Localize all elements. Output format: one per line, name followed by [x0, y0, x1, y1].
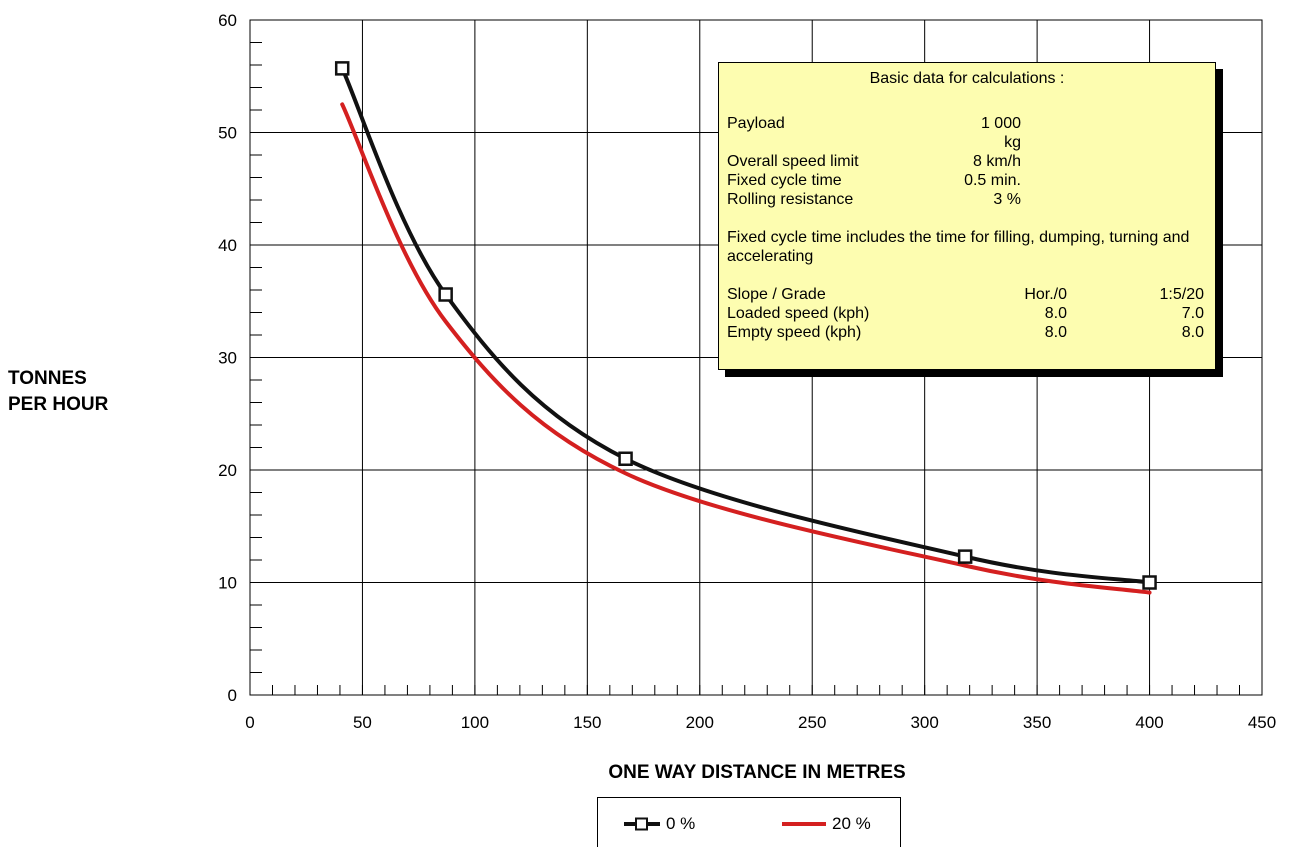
speed-table-row: Loaded speed (kph) 8.0 7.0	[727, 304, 1207, 323]
param-value: 3 %	[993, 191, 1021, 208]
minor-ticks	[249, 19, 1263, 696]
speed-table-value-a: 8.0	[1044, 305, 1067, 322]
tick-labels: 0 50 100 150 200 250 300 350 400 450 0 10 20 30 40 50 60	[218, 11, 1276, 732]
data-point-marker	[957, 549, 973, 564]
x-tick-label: 350	[1023, 713, 1051, 732]
legend-item-0pct: 0 %	[624, 814, 695, 834]
speed-table-value-a: 8.0	[1044, 324, 1067, 341]
speed-table-value-b: 1:5/20	[1159, 286, 1204, 303]
y-axis-title: TONNES PER HOUR	[8, 366, 168, 418]
param-value: 1 000 kg	[980, 115, 1021, 151]
y-tick-label: 10	[218, 574, 237, 593]
speed-table-value-b: 8.0	[1181, 324, 1204, 341]
param-row: Payload 1 000 kg	[727, 114, 1207, 152]
x-tick-label: 400	[1135, 713, 1163, 732]
speed-table-value-b: 7.0	[1181, 305, 1204, 322]
data-point-marker	[618, 451, 633, 466]
speed-table-label: Empty speed (kph)	[727, 324, 862, 341]
y-axis-title-line: PER HOUR	[8, 394, 109, 415]
series-layer	[334, 61, 1157, 595]
speed-table-value-a: Hor./0	[1024, 286, 1067, 303]
legend-swatch-line-square-icon	[624, 817, 660, 831]
y-tick-label: 20	[218, 461, 237, 480]
info-heading: Basic data for calculations :	[869, 70, 1065, 87]
calculation-info-box: Basic data for calculations : Payload 1 …	[718, 62, 1216, 370]
x-tick-label: 250	[798, 713, 826, 732]
speed-table-label: Slope / Grade	[727, 286, 826, 303]
x-tick-label: 100	[461, 713, 489, 732]
param-label: Rolling resistance	[727, 191, 854, 208]
x-tick-label: 150	[573, 713, 601, 732]
speed-table-label: Loaded speed (kph)	[727, 305, 870, 322]
param-row: Overall speed limit 8 km/h	[727, 152, 1207, 171]
param-value: 8 km/h	[972, 153, 1021, 170]
y-tick-label: 40	[218, 236, 237, 255]
x-tick-label: 200	[686, 713, 714, 732]
x-axis-title: ONE WAY DISTANCE IN METRES	[608, 762, 905, 783]
data-point-marker	[334, 61, 350, 76]
x-tick-label: 0	[245, 713, 254, 732]
y-tick-label: 0	[228, 686, 237, 705]
param-label: Payload	[727, 115, 785, 132]
y-tick-label: 30	[218, 349, 237, 368]
param-row: Rolling resistance 3 %	[727, 190, 1207, 209]
y-tick-label: 50	[218, 124, 237, 143]
param-value: 0.5 min.	[964, 172, 1021, 189]
speed-table-row: Slope / Grade Hor./0 1:5/20	[727, 285, 1207, 304]
y-tick-label: 60	[218, 11, 237, 30]
x-tick-label: 450	[1248, 713, 1276, 732]
data-point-marker	[1142, 575, 1157, 590]
speed-table-row: Empty speed (kph) 8.0 8.0	[727, 323, 1207, 342]
param-row: Fixed cycle time 0.5 min.	[727, 171, 1207, 190]
param-label: Overall speed limit	[727, 153, 859, 170]
y-axis-title-line: TONNES	[8, 368, 87, 389]
legend-swatch-line-icon	[782, 822, 826, 826]
series-line	[340, 102, 1152, 595]
legend-label: 20 %	[832, 814, 871, 833]
legend-label: 0 %	[666, 814, 696, 833]
legend-item-20pct: 20 %	[782, 814, 871, 834]
info-note: Fixed cycle time includes the time for f…	[727, 229, 1190, 265]
x-tick-label: 300	[910, 713, 938, 732]
x-tick-label: 50	[353, 713, 372, 732]
data-point-marker	[438, 287, 453, 302]
legend: 0 % 20 %	[597, 797, 901, 847]
param-label: Fixed cycle time	[727, 172, 842, 189]
